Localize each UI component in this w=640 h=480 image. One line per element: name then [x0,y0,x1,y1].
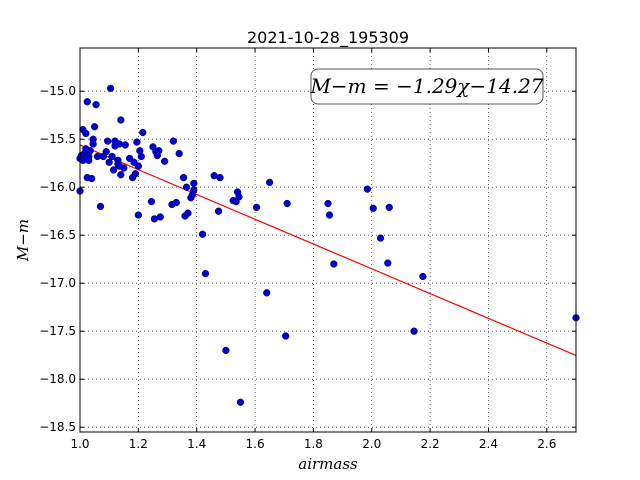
data-point [222,346,230,355]
grid-lines [79,48,576,432]
data-point [214,207,223,215]
data-point [83,98,91,106]
fit-annotation: M−m = −1.29χ−14.27 [309,68,544,105]
data-point [182,183,191,191]
data-point [109,166,118,174]
x-tick-label: 2.4 [479,437,498,451]
data-point [82,129,90,138]
data-point [419,272,427,281]
data-point [369,204,377,212]
y-tick-label: −15.5 [39,132,76,146]
data-point [201,269,210,278]
data-point [134,211,143,219]
data-point [190,179,198,188]
data-point [325,211,334,219]
data-point [160,157,169,165]
data-point [88,174,96,183]
data-point [179,173,188,182]
data-point [216,173,224,182]
data-point [156,213,164,221]
data-point [89,140,97,148]
data-point [155,147,163,155]
data-point [92,100,100,109]
data-point [131,170,140,178]
y-tick-label: −17.5 [39,324,76,338]
data-point [133,138,141,146]
data-point [235,193,243,201]
data-point [385,203,393,212]
y-tick-label: −18.0 [39,372,76,386]
data-point [252,203,261,212]
y-tick-label: −17.0 [39,276,76,290]
data-point [283,199,291,208]
y-tick-label: −16.0 [39,180,76,194]
axis-ticks: 1.0 1.2 1.4 1.6 1.8 2.0 2.2 2.4 2.6 −15.0 −15.5 −16… [39,48,576,451]
data-point [236,398,245,406]
data-point [198,230,207,238]
y-axis-label: M−m [14,219,32,262]
data-point [282,332,290,340]
fit-line-group [79,144,577,357]
data-point [169,137,178,145]
y-tick-label: −16.5 [39,228,76,242]
data-point [108,152,116,161]
data-point [184,209,192,217]
x-tick-label: 1.2 [129,437,148,451]
annotation-text: M−m = −1.29χ−14.27 [309,74,543,98]
data-point [137,152,145,161]
data-point [376,234,385,242]
y-tick-label: −18.5 [39,420,76,434]
plot-area [80,48,576,432]
data-point [363,185,372,193]
data-point [120,164,128,172]
data-point [105,158,113,166]
y-tick-label: −15.0 [39,84,76,98]
x-tick-label: 1.0 [70,437,89,451]
data-point [324,199,332,208]
data-point [410,327,418,335]
x-tick-label: 1.6 [246,437,265,451]
data-point [90,123,99,131]
data-point [175,149,183,158]
x-axis-label: airmass [298,455,358,473]
data-point [117,116,125,124]
data-point [134,162,143,170]
x-tick-label: 2.6 [537,437,556,451]
fit-line [79,144,577,357]
data-point [190,186,198,194]
data-point [172,198,180,207]
data-point [121,141,129,149]
data-point [384,259,392,267]
x-tick-label: 1.8 [304,437,323,451]
data-point [265,178,274,187]
data-point [102,148,110,156]
annotation-box [310,68,544,105]
data-point [330,260,338,268]
plot-frame [79,47,577,433]
x-tick-label: 1.4 [187,437,206,451]
data-point [147,197,156,206]
data-point [85,156,93,164]
data-point [117,171,125,179]
data-point [104,137,112,145]
x-tick-label: 2.2 [421,437,440,451]
data-point [86,147,94,155]
data-point [106,84,115,92]
chart-title: 2021-10-28_195309 [247,28,409,48]
x-tick-label: 2.0 [362,437,381,451]
data-point [96,202,105,211]
data-point [263,289,271,297]
data-point [139,128,147,137]
